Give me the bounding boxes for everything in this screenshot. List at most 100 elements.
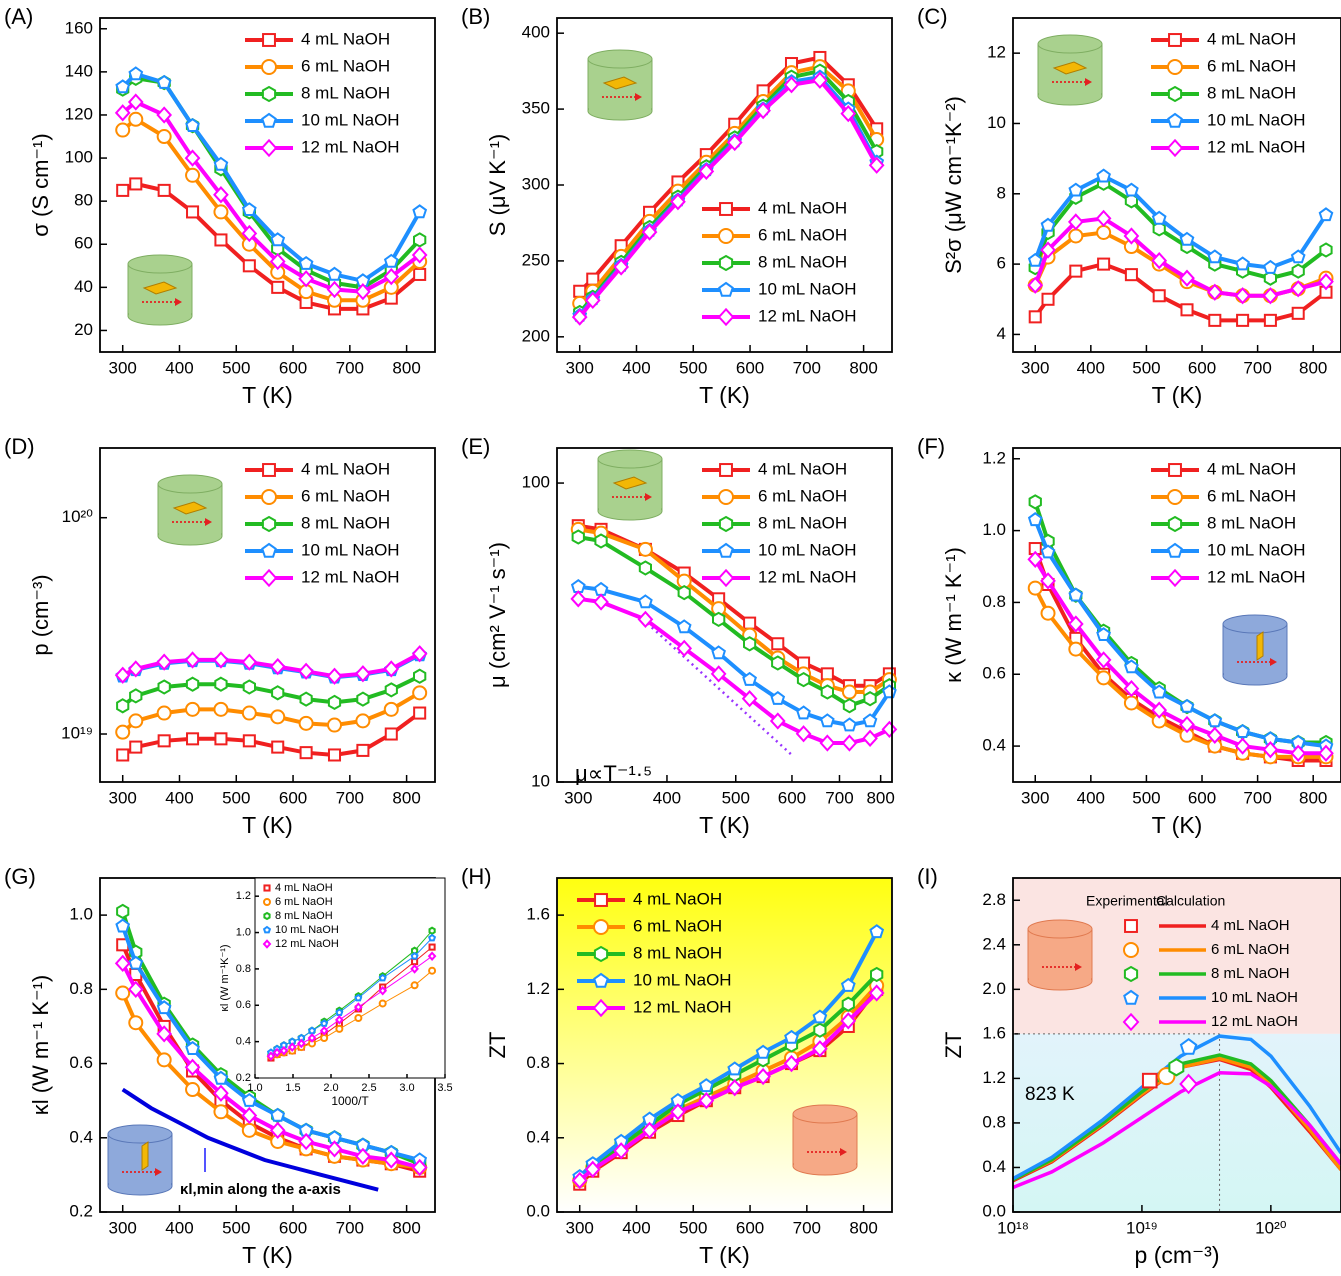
data-point	[128, 1015, 144, 1031]
data-point	[213, 1070, 229, 1085]
data-point	[185, 1082, 201, 1098]
data-point	[1235, 256, 1250, 271]
data-point	[335, 1008, 344, 1016]
data-point	[840, 1012, 857, 1030]
legend-label: 6 mL NaOH	[633, 916, 722, 935]
data-point	[1262, 741, 1279, 759]
data-point	[327, 266, 342, 281]
x-tick-label: 3.5	[437, 1082, 452, 1094]
data-point	[1179, 231, 1195, 246]
panel-label: (D)	[4, 434, 35, 459]
data-point	[741, 690, 758, 708]
data-point	[862, 713, 878, 728]
data-point	[241, 1106, 258, 1125]
x-tick-label: 600	[279, 358, 307, 377]
legend-marker	[261, 542, 277, 558]
data-point	[378, 985, 388, 996]
data-point	[1290, 249, 1306, 264]
data-point	[355, 1147, 371, 1165]
x-tick-label: 1.5	[285, 1082, 300, 1094]
x-tick-label: 500	[1132, 358, 1160, 377]
legend-label: 12 mL NaOH	[1211, 1013, 1298, 1030]
x-tick-label: 800	[849, 1218, 877, 1237]
data-point	[428, 966, 437, 975]
data-point	[298, 255, 314, 270]
y-tick-label: 2.0	[982, 979, 1006, 998]
data-point	[1263, 313, 1277, 327]
data-point	[129, 688, 143, 704]
legend-marker	[594, 893, 608, 907]
legend-label: 10 mL NaOH	[275, 924, 339, 936]
legend-marker	[1123, 989, 1139, 1005]
x-tick-label: 300	[564, 788, 592, 807]
y-tick-label: 1.2	[526, 979, 550, 998]
panel-label: (B)	[461, 4, 490, 29]
data-point	[743, 616, 757, 630]
data-point	[1179, 269, 1195, 287]
plot-frame	[1012, 17, 1341, 353]
legend-marker	[717, 307, 735, 327]
data-point	[241, 1092, 257, 1107]
y-tick-label: 120	[65, 104, 93, 123]
data-point	[184, 1058, 201, 1076]
data-point	[1236, 313, 1250, 327]
y-tick-label: 1.2	[982, 448, 1006, 467]
y-tick-label: 1.0	[982, 520, 1006, 539]
x-axis-title: T (K)	[1152, 812, 1203, 838]
y-tick-label: 1.2	[236, 890, 251, 902]
y-tick-label: 400	[522, 23, 550, 42]
data-point	[613, 1142, 630, 1160]
data-point	[115, 724, 131, 740]
x-tick-label: 500	[1132, 788, 1160, 807]
y-axis-title: S (μV K⁻¹)	[485, 134, 510, 237]
y-axis-title: S²σ (μW cm⁻¹K⁻²)	[941, 96, 966, 274]
data-point	[1319, 242, 1333, 258]
y-tick-label: 0.8	[526, 1053, 550, 1072]
y-tick-label: 1.0	[69, 905, 93, 924]
x-axis-title: T (K)	[242, 382, 293, 408]
x-tick-label: 400	[622, 358, 650, 377]
data-point	[115, 79, 131, 94]
sample-plate	[602, 76, 638, 90]
legend-marker	[593, 919, 609, 935]
cylinder-top	[107, 1124, 173, 1144]
series-line	[1012, 1053, 1341, 1182]
data-point	[1206, 726, 1223, 744]
legend-label: 8 mL NaOH	[1211, 965, 1290, 982]
legend-marker	[1123, 965, 1139, 983]
legend-marker	[1168, 33, 1182, 47]
y-tick-label: 1.0	[236, 926, 251, 938]
data-point	[115, 985, 131, 1001]
legend-marker	[1167, 112, 1183, 128]
x-tick-label: 300	[566, 1218, 594, 1237]
data-point	[1318, 207, 1334, 222]
data-point	[266, 1051, 276, 1061]
x-tick-label: 700	[336, 788, 364, 807]
legend-label: 10 mL NaOH	[633, 970, 732, 989]
data-point	[186, 732, 200, 746]
experimental-point	[1179, 1073, 1198, 1095]
legend-marker	[1167, 85, 1183, 103]
data-point	[213, 651, 229, 669]
data-point	[127, 980, 144, 998]
data-point	[410, 981, 419, 990]
data-point	[1096, 224, 1112, 240]
data-point	[840, 105, 857, 123]
y-tick-label: 250	[522, 250, 550, 269]
data-point	[641, 223, 658, 241]
data-point	[116, 183, 130, 197]
data-point	[214, 732, 228, 746]
legend-title: Calculation	[1156, 893, 1225, 909]
legend-label: 10 mL NaOH	[301, 540, 400, 559]
data-point	[1124, 182, 1139, 197]
data-point	[157, 734, 171, 748]
data-point	[307, 1026, 317, 1035]
data-point	[812, 1040, 828, 1058]
data-point	[1027, 580, 1043, 596]
data-point	[712, 611, 726, 628]
legend-marker	[261, 112, 277, 128]
y-tick-label: 0.6	[236, 999, 251, 1011]
x-tick-label: 700	[825, 788, 853, 807]
data-point	[1028, 494, 1042, 510]
data-point	[676, 639, 693, 657]
